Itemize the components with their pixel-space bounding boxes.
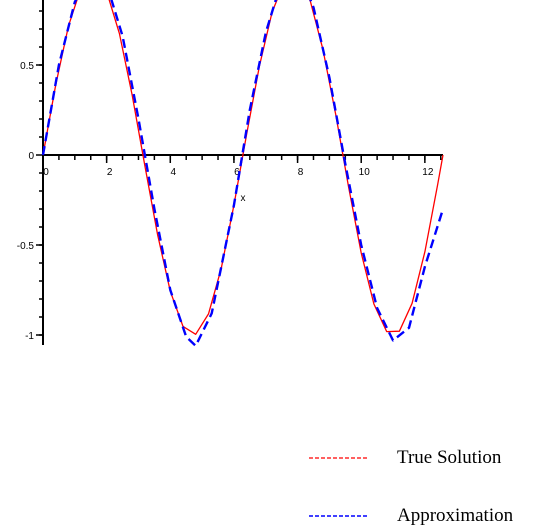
x-tick-label: 8	[298, 167, 304, 178]
axes: 0 2 4 6 8 10 12 x 0.5 0 -0.5 -1	[17, 0, 443, 345]
y-tick-label: -0.5	[17, 241, 35, 252]
x-tick-label: 12	[422, 167, 434, 178]
legend: True Solution Approximation	[309, 447, 514, 526]
series-line-true-solution	[42, 0, 444, 335]
y-tick-label: -1	[25, 331, 34, 342]
y-tick-label: 0	[28, 151, 34, 162]
x-tick-label: 10	[359, 167, 371, 178]
x-axis-label: x	[241, 193, 246, 204]
series-line-approximation	[41, 0, 445, 347]
x-tick-label: 4	[171, 167, 177, 178]
x-tick-label: 0	[43, 167, 49, 178]
y-tick-label: 0.5	[20, 61, 34, 72]
x-tick-label: 6	[234, 167, 240, 178]
legend-label-true-solution: True Solution	[397, 447, 502, 468]
legend-label-approximation: Approximation	[397, 505, 514, 526]
plot-area	[41, 0, 445, 347]
x-tick-label: 2	[107, 167, 113, 178]
